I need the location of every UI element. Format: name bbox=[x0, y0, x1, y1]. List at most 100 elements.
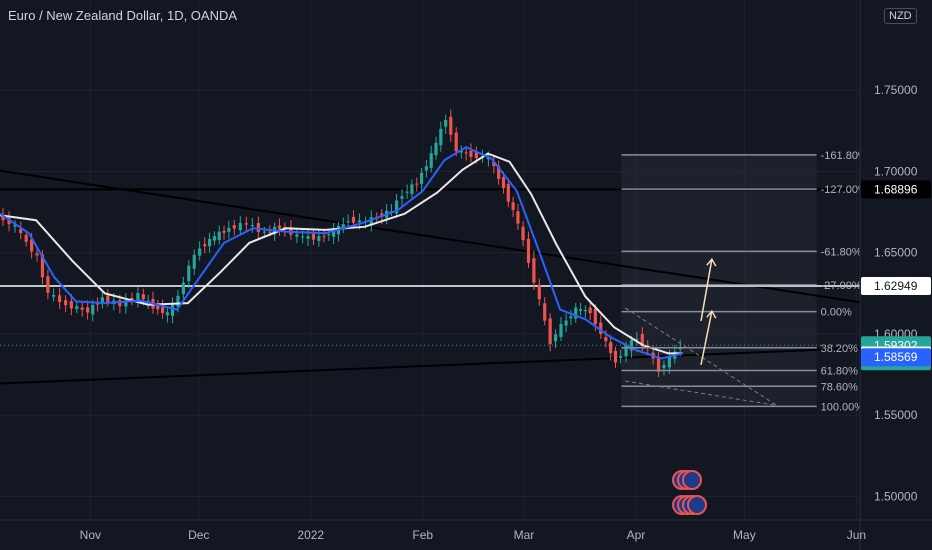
price-badge: 1.58569 bbox=[874, 350, 918, 364]
horizontal-level-badge-bg bbox=[861, 180, 931, 199]
price-tick-label: 1.70000 bbox=[874, 164, 918, 178]
candle-body bbox=[232, 225, 236, 229]
candle-body bbox=[434, 142, 438, 156]
fib-level-label: -161.80% bbox=[821, 150, 868, 162]
candle-body bbox=[332, 229, 336, 237]
candle-body bbox=[1, 214, 5, 221]
candle-body bbox=[588, 307, 592, 314]
candle-body bbox=[511, 202, 515, 210]
candle-body bbox=[268, 231, 272, 233]
candle-body bbox=[501, 177, 506, 189]
candle-body bbox=[322, 236, 326, 238]
candle-body bbox=[7, 218, 11, 225]
candle-body bbox=[521, 226, 525, 241]
candle-body bbox=[317, 236, 321, 241]
candle-body bbox=[400, 196, 404, 199]
candle-body bbox=[578, 309, 583, 312]
candle-body bbox=[516, 211, 520, 224]
candle-body bbox=[604, 337, 608, 342]
candle-body bbox=[64, 300, 68, 306]
event-marker-icon bbox=[687, 495, 707, 515]
wedge-line bbox=[625, 380, 777, 406]
fib-level-label: 61.80% bbox=[821, 366, 859, 378]
fib-level-label: -127.00% bbox=[821, 184, 868, 196]
horizontal-level-badge: 1.68896 bbox=[874, 182, 918, 196]
projection-arrow bbox=[700, 311, 713, 365]
candle-body bbox=[640, 334, 644, 346]
fib-level-label: 0.00% bbox=[821, 307, 852, 319]
candle-body bbox=[217, 231, 221, 240]
candle-body bbox=[212, 236, 216, 241]
candle-body bbox=[187, 265, 191, 282]
upper-trendline bbox=[0, 169, 861, 304]
candle-body bbox=[146, 300, 150, 302]
ma-fast-line bbox=[0, 145, 684, 360]
candle-body bbox=[256, 223, 260, 233]
candle-body bbox=[192, 254, 196, 269]
time-tick-label: 2022 bbox=[297, 528, 324, 542]
candle-body bbox=[553, 334, 558, 342]
candle-body bbox=[203, 244, 207, 247]
candle-body bbox=[599, 322, 603, 334]
candle-body bbox=[526, 238, 531, 263]
price-tick-label: 1.75000 bbox=[874, 83, 918, 97]
time-tick-label: May bbox=[733, 528, 756, 542]
fib-level-label: 100.00% bbox=[821, 401, 865, 413]
currency-badge[interactable]: NZD bbox=[884, 8, 917, 24]
time-tick-label: Jun bbox=[847, 528, 866, 542]
candle-body bbox=[559, 324, 563, 337]
candle-body bbox=[100, 297, 104, 305]
candle-body bbox=[593, 308, 597, 325]
candle-body bbox=[548, 318, 552, 345]
candle-body bbox=[311, 233, 316, 240]
candle-body bbox=[619, 356, 623, 359]
candle-body bbox=[543, 303, 547, 321]
candle-body bbox=[327, 234, 331, 236]
candle-body bbox=[156, 305, 160, 310]
candle-body bbox=[19, 228, 23, 234]
candle-body bbox=[656, 356, 661, 372]
candle-body bbox=[667, 356, 671, 368]
candle-body bbox=[91, 304, 95, 315]
candle-body bbox=[86, 307, 90, 313]
candle-body bbox=[506, 184, 510, 202]
candle-body bbox=[181, 282, 185, 295]
candle-body bbox=[130, 297, 134, 301]
candle-body bbox=[439, 128, 443, 146]
candle-body bbox=[244, 223, 248, 225]
candle-body bbox=[537, 284, 541, 300]
candle-body bbox=[662, 364, 666, 369]
time-tick-label: Feb bbox=[412, 528, 433, 542]
event-marker-icon bbox=[682, 470, 702, 490]
candle-body bbox=[629, 339, 634, 351]
candle-body bbox=[80, 307, 84, 310]
candle-body bbox=[351, 216, 356, 223]
candle-body bbox=[486, 157, 491, 160]
price-tick-label: 1.65000 bbox=[874, 246, 918, 260]
candle-body bbox=[419, 172, 424, 184]
candle-body bbox=[429, 153, 433, 168]
candle-body bbox=[13, 224, 17, 227]
candle-body bbox=[207, 238, 212, 247]
price-badge-bg bbox=[861, 348, 931, 367]
candle-body bbox=[415, 183, 419, 185]
candle-body bbox=[124, 300, 128, 307]
candle-body bbox=[574, 307, 578, 319]
candle-body bbox=[346, 221, 350, 223]
candle-body bbox=[118, 300, 122, 307]
candle-body bbox=[405, 191, 409, 193]
candle-body bbox=[369, 217, 373, 226]
lower-trendline bbox=[0, 347, 861, 385]
wedge-line bbox=[624, 307, 778, 406]
candle-body bbox=[569, 316, 573, 319]
time-tick-label: Nov bbox=[80, 528, 101, 542]
candle-body bbox=[492, 161, 496, 167]
horizontal-level-badge-bg bbox=[861, 277, 931, 296]
time-tick-label: Mar bbox=[514, 528, 535, 542]
candle-body bbox=[176, 295, 180, 307]
candle-body bbox=[444, 119, 448, 127]
candle-body bbox=[69, 301, 73, 309]
candle-body bbox=[341, 224, 345, 228]
candle-body bbox=[35, 253, 39, 256]
